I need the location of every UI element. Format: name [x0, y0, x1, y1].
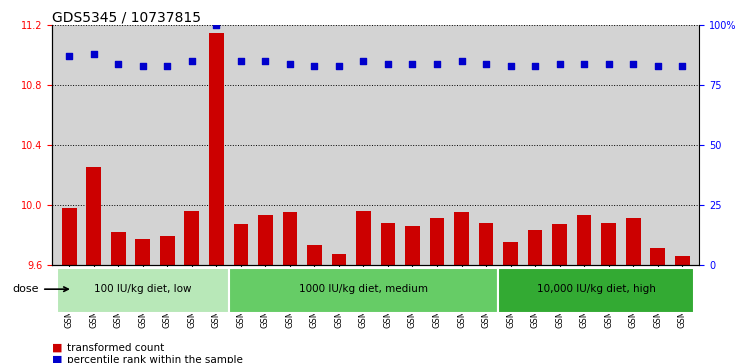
Point: [578, 61, 590, 66]
Point: [431, 61, 443, 66]
Point: [554, 61, 565, 66]
Bar: [405, 226, 420, 265]
Bar: [552, 224, 567, 265]
Text: 1000 IU/kg diet, medium: 1000 IU/kg diet, medium: [299, 284, 428, 294]
Point: [284, 61, 296, 66]
Point: [186, 58, 198, 64]
Point: [309, 63, 321, 69]
Bar: [283, 212, 298, 265]
Point: [504, 63, 516, 69]
Bar: [356, 211, 371, 265]
Bar: [626, 218, 641, 265]
Point: [529, 63, 541, 69]
Point: [627, 61, 639, 66]
Bar: [478, 223, 493, 265]
Bar: [111, 232, 126, 265]
Point: [88, 51, 100, 57]
Bar: [381, 223, 395, 265]
Bar: [332, 254, 346, 265]
Bar: [234, 224, 248, 265]
Point: [480, 61, 492, 66]
Bar: [258, 215, 273, 265]
Bar: [454, 212, 469, 265]
Bar: [577, 215, 591, 265]
Point: [652, 63, 664, 69]
Bar: [675, 256, 690, 265]
Bar: [185, 211, 199, 265]
Bar: [503, 242, 518, 265]
Point: [235, 58, 247, 64]
Point: [333, 63, 345, 69]
Point: [137, 63, 149, 69]
Point: [63, 54, 75, 60]
Text: ■: ■: [52, 355, 62, 363]
Bar: [650, 248, 665, 265]
Bar: [57, 268, 228, 313]
Text: GDS5345 / 10737815: GDS5345 / 10737815: [52, 10, 201, 24]
Bar: [135, 239, 150, 265]
Bar: [209, 33, 224, 265]
Bar: [498, 268, 694, 313]
Bar: [527, 230, 542, 265]
Point: [455, 58, 467, 64]
Text: 100 IU/kg diet, low: 100 IU/kg diet, low: [94, 284, 191, 294]
Bar: [228, 268, 498, 313]
Text: ■: ■: [52, 343, 62, 353]
Bar: [62, 208, 77, 265]
Text: dose: dose: [13, 284, 68, 294]
Point: [603, 61, 615, 66]
Point: [358, 58, 370, 64]
Bar: [307, 245, 321, 265]
Point: [382, 61, 394, 66]
Text: transformed count: transformed count: [67, 343, 164, 353]
Point: [161, 63, 173, 69]
Bar: [430, 218, 444, 265]
Point: [112, 61, 124, 66]
Bar: [160, 236, 175, 265]
Point: [676, 63, 688, 69]
Bar: [86, 167, 101, 265]
Text: percentile rank within the sample: percentile rank within the sample: [67, 355, 243, 363]
Bar: [601, 223, 616, 265]
Text: 10,000 IU/kg diet, high: 10,000 IU/kg diet, high: [537, 284, 655, 294]
Point: [260, 58, 272, 64]
Point: [211, 23, 222, 28]
Point: [406, 61, 418, 66]
